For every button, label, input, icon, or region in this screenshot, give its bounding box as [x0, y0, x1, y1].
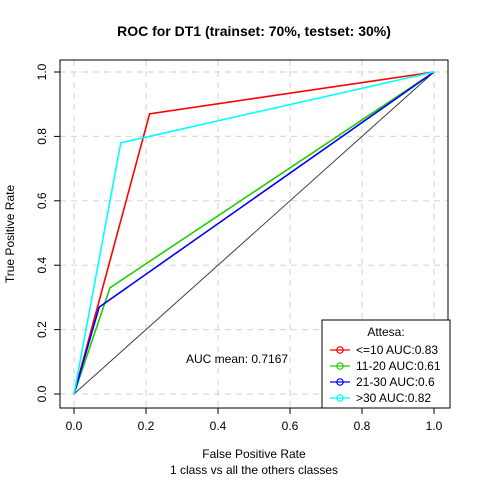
series-line-3: [73, 71, 435, 395]
x-axis-label: False Positive Rate: [202, 447, 306, 461]
legend-title: Attesa:: [367, 325, 404, 339]
diagonal-reference: [73, 71, 435, 395]
y-tick-label: 1.0: [35, 63, 49, 80]
y-tick-label: 0.8: [35, 128, 49, 145]
legend-marker-icon: [336, 378, 344, 386]
legend-marker-icon: [336, 362, 344, 370]
x-tick-label: 0.8: [354, 419, 371, 433]
legend-item: 21-30 AUC:0.6: [330, 375, 435, 389]
legend-label: <=10 AUC:0.83: [356, 343, 438, 357]
legend-marker-icon: [336, 346, 344, 354]
legend: Attesa: <=10 AUC:0.83 11-20 AUC:0.61 21-30…: [321, 319, 451, 409]
chart-title: ROC for DT1 (trainset: 70%, testset: 30%…: [117, 23, 391, 39]
y-tick-label: 0.4: [35, 257, 49, 274]
x-tick-label: 0.0: [66, 419, 83, 433]
y-tick-label: 0.6: [35, 192, 49, 209]
legend-label: >30 AUC:0.82: [356, 391, 431, 405]
y-tick-label: 0.2: [35, 321, 49, 338]
legend-item: >30 AUC:0.82: [330, 391, 431, 405]
legend-label: 11-20 AUC:0.61: [356, 359, 441, 373]
x-axis-subtitle: 1 class vs all the others classes: [170, 463, 338, 477]
x-axis: 0.0 0.2 0.4 0.6 0.8 1.0: [66, 407, 443, 433]
legend-marker-icon: [336, 394, 344, 402]
series-line-1: [73, 71, 435, 395]
y-axis: 0.0 0.2 0.4 0.6 0.8 1.0: [35, 63, 61, 402]
x-tick-label: 0.6: [282, 419, 299, 433]
x-tick-label: 1.0: [426, 419, 443, 433]
series-line-4: [73, 71, 435, 395]
legend-item: <=10 AUC:0.83: [330, 343, 438, 357]
x-tick-label: 0.4: [210, 419, 227, 433]
legend-label: 21-30 AUC:0.6: [356, 375, 435, 389]
legend-item: 11-20 AUC:0.61: [330, 359, 441, 373]
legend-box: [321, 319, 451, 409]
x-tick-label: 0.2: [138, 419, 155, 433]
y-axis-label: True Positive Rate: [3, 185, 17, 284]
series-line-2: [73, 71, 435, 395]
diagonal-line: [73, 71, 435, 395]
y-tick-label: 0.0: [35, 385, 49, 402]
series-lines: [73, 71, 435, 395]
auc-mean-annotation: AUC mean: 0.7167: [186, 352, 288, 366]
